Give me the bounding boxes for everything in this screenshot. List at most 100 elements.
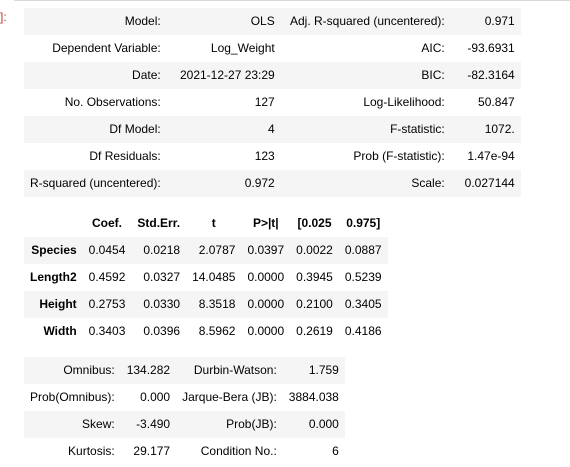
output-top-border (14, 0, 570, 3)
summary-value: -93.6931 (450, 35, 521, 62)
summary-value: 4 (166, 116, 281, 143)
column-header: P>|t| (241, 210, 291, 237)
table-cell: 0.2100 (290, 291, 339, 318)
table-row: Kurtosis: 29.177 Condition No.: 6 (24, 438, 345, 465)
summary-label: Dependent Variable: (24, 35, 167, 62)
diag-label: Omnibus: (24, 357, 121, 384)
row-header: Species (24, 237, 83, 264)
row-header: Width (24, 318, 83, 345)
table-row: Date: 2021-12-27 23:29 BIC: -82.3164 (24, 62, 521, 89)
table-row: Skew: -3.490 Prob(JB): 0.000 (24, 411, 345, 438)
column-header: Coef. (82, 210, 132, 237)
summary-value: 127 (166, 89, 281, 116)
column-header: t (186, 210, 242, 237)
summary-label: BIC: (280, 62, 451, 89)
table-cell: 0.0000 (241, 291, 291, 318)
row-header: Length2 (24, 264, 83, 291)
table-cell: 0.0022 (290, 237, 339, 264)
table-cell: 0.0327 (131, 264, 187, 291)
summary-label: Log-Likelihood: (280, 89, 451, 116)
table-row: Prob(Omnibus): 0.000 Jarque-Bera (JB): 3… (24, 384, 345, 411)
summary-value: 50.847 (450, 89, 521, 116)
table-cell: 0.3403 (82, 318, 132, 345)
summary-label: No. Observations: (24, 89, 167, 116)
cell-prompt-text: ]: (0, 10, 7, 24)
table-cell: 2.0787 (186, 237, 242, 264)
diag-value: -3.490 (120, 411, 177, 438)
table-cell: 0.2619 (290, 318, 339, 345)
column-header: 0.975] (338, 210, 388, 237)
table-row: Df Model: 4 F-statistic: 1072. (24, 116, 521, 143)
table-header-row: Coef. Std.Err. t P>|t| [0.025 0.975] (24, 210, 388, 237)
table-cell: 0.0454 (82, 237, 132, 264)
diag-value: 29.177 (120, 438, 177, 465)
diag-value: 134.282 (120, 357, 177, 384)
summary-value: 1.47e-94 (450, 143, 521, 170)
table-row: Width 0.3403 0.0396 8.5962 0.0000 0.2619… (24, 318, 388, 345)
table-cell: 0.0330 (131, 291, 187, 318)
summary-value: -82.3164 (450, 62, 521, 89)
table-cell: 0.5239 (338, 264, 388, 291)
summary-value: Log_Weight (166, 35, 281, 62)
table-row: Df Residuals: 123 Prob (F-statistic): 1.… (24, 143, 521, 170)
table-row: Species 0.0454 0.0218 2.0787 0.0397 0.00… (24, 237, 388, 264)
summary-value: 0.027144 (450, 170, 521, 197)
cell-prompt: ]: (0, 11, 14, 23)
summary-label: F-statistic: (280, 116, 451, 143)
table-cell: 0.0396 (131, 318, 187, 345)
table-cell: 8.3518 (186, 291, 242, 318)
diag-label: Condition No.: (176, 438, 283, 465)
summary-value: 1072. (450, 116, 521, 143)
diag-label: Jarque-Bera (JB): (176, 384, 283, 411)
row-header: Height (24, 291, 83, 318)
diag-value: 1.759 (282, 357, 345, 384)
table-cell: 14.0485 (186, 264, 242, 291)
summary-label: Date: (24, 62, 167, 89)
summary-label: Df Model: (24, 116, 167, 143)
diag-label: Prob(Omnibus): (24, 384, 121, 411)
table-row: Omnibus: 134.282 Durbin-Watson: 1.759 (24, 357, 345, 384)
summary-label: Adj. R-squared (uncentered): (280, 8, 451, 35)
diag-value: 0.000 (282, 411, 345, 438)
summary-label: R-squared (uncentered): (24, 170, 167, 197)
diag-label: Skew: (24, 411, 121, 438)
summary-value: 123 (166, 143, 281, 170)
table-cell: 0.2753 (82, 291, 132, 318)
table-cell: 0.0397 (241, 237, 291, 264)
diagnostics-table: Omnibus: 134.282 Durbin-Watson: 1.759 Pr… (24, 357, 345, 465)
table-cell: 0.3405 (338, 291, 388, 318)
summary-value: 2021-12-27 23:29 (166, 62, 281, 89)
table-cell: 0.3945 (290, 264, 339, 291)
table-cell: 0.4592 (82, 264, 132, 291)
diag-label: Kurtosis: (24, 438, 121, 465)
diag-value: 6 (282, 438, 345, 465)
table-cell: 0.0000 (241, 318, 291, 345)
table-row: No. Observations: 127 Log-Likelihood: 50… (24, 89, 521, 116)
summary-label: AIC: (280, 35, 451, 62)
summary-value: 0.971 (450, 8, 521, 35)
summary-label: Prob (F-statistic): (280, 143, 451, 170)
column-header (24, 210, 83, 237)
table-cell: 0.0218 (131, 237, 187, 264)
table-cell: 0.0887 (338, 237, 388, 264)
diag-value: 3884.038 (282, 384, 345, 411)
table-row: Height 0.2753 0.0330 8.3518 0.0000 0.210… (24, 291, 388, 318)
diag-label: Durbin-Watson: (176, 357, 283, 384)
summary-value: 0.972 (166, 170, 281, 197)
table-row: R-squared (uncentered): 0.972 Scale: 0.0… (24, 170, 521, 197)
summary-label: Scale: (280, 170, 451, 197)
table-row: Model: OLS Adj. R-squared (uncentered): … (24, 8, 521, 35)
column-header: [0.025 (290, 210, 339, 237)
coefficients-table: Coef. Std.Err. t P>|t| [0.025 0.975] Spe… (24, 210, 388, 345)
summary-label: Model: (24, 8, 167, 35)
table-cell: 0.0000 (241, 264, 291, 291)
summary-label: Df Residuals: (24, 143, 167, 170)
table-cell: 0.4186 (338, 318, 388, 345)
summary-value: OLS (166, 8, 281, 35)
diag-label: Prob(JB): (176, 411, 283, 438)
table-cell: 8.5962 (186, 318, 242, 345)
diag-value: 0.000 (120, 384, 177, 411)
table-row: Dependent Variable: Log_Weight AIC: -93.… (24, 35, 521, 62)
table-row: Length2 0.4592 0.0327 14.0485 0.0000 0.3… (24, 264, 388, 291)
